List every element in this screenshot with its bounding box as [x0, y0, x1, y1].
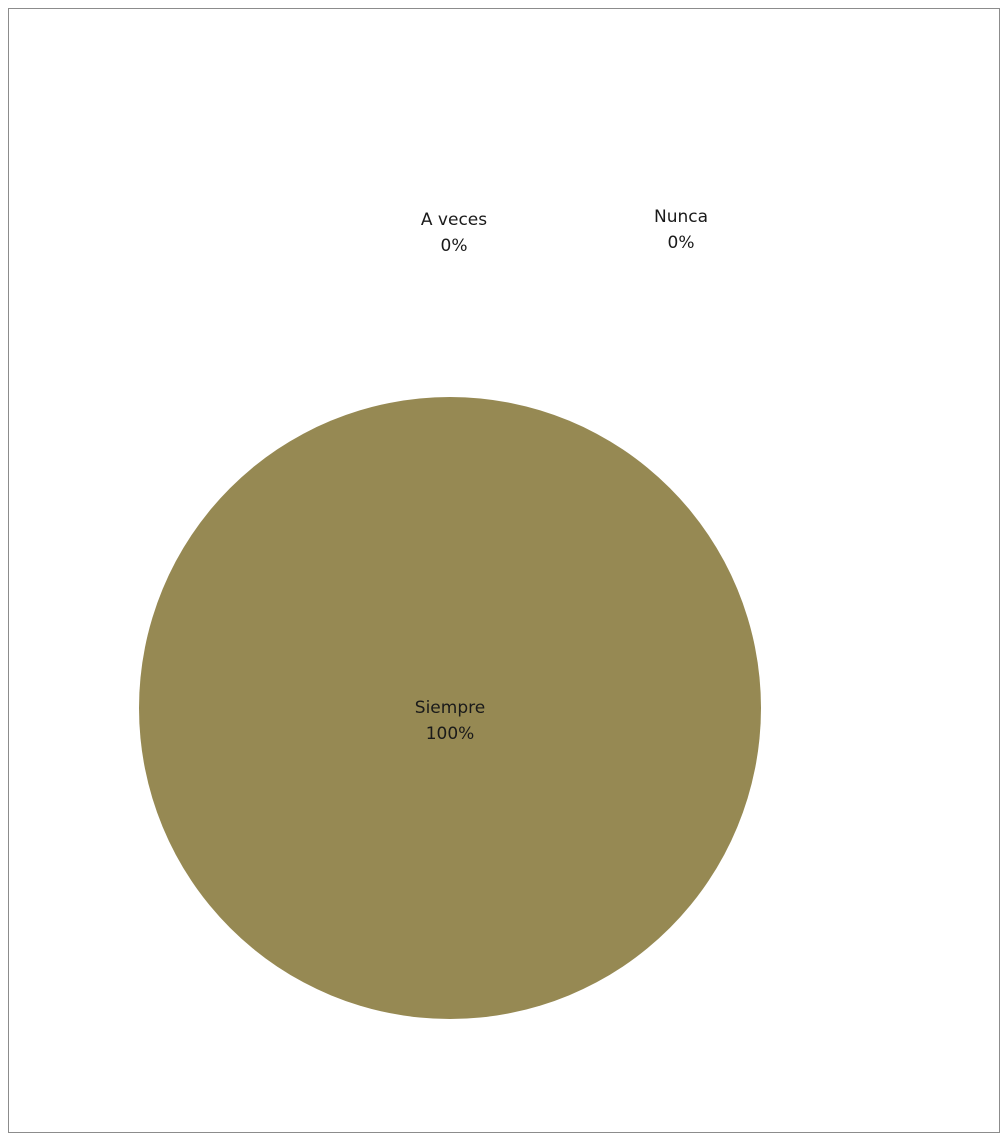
data-label-a-veces: A veces 0% — [421, 207, 487, 259]
data-label-nunca-percent: 0% — [667, 233, 695, 253]
data-label-a-veces-category: A veces — [420, 210, 488, 230]
data-label-siempre: Siempre 100% — [415, 695, 485, 747]
data-label-siempre-category: Siempre — [414, 698, 486, 718]
pie-chart — [139, 397, 761, 1019]
pie-slice-siempre — [139, 397, 761, 1019]
data-label-nunca-category: Nunca — [653, 207, 709, 227]
chart-area: A veces 0% Nunca 0% Siempre 100% — [8, 8, 1000, 1133]
data-label-siempre-percent: 100% — [425, 724, 475, 744]
data-label-nunca: Nunca 0% — [654, 204, 708, 256]
data-label-a-veces-percent: 0% — [440, 236, 468, 256]
